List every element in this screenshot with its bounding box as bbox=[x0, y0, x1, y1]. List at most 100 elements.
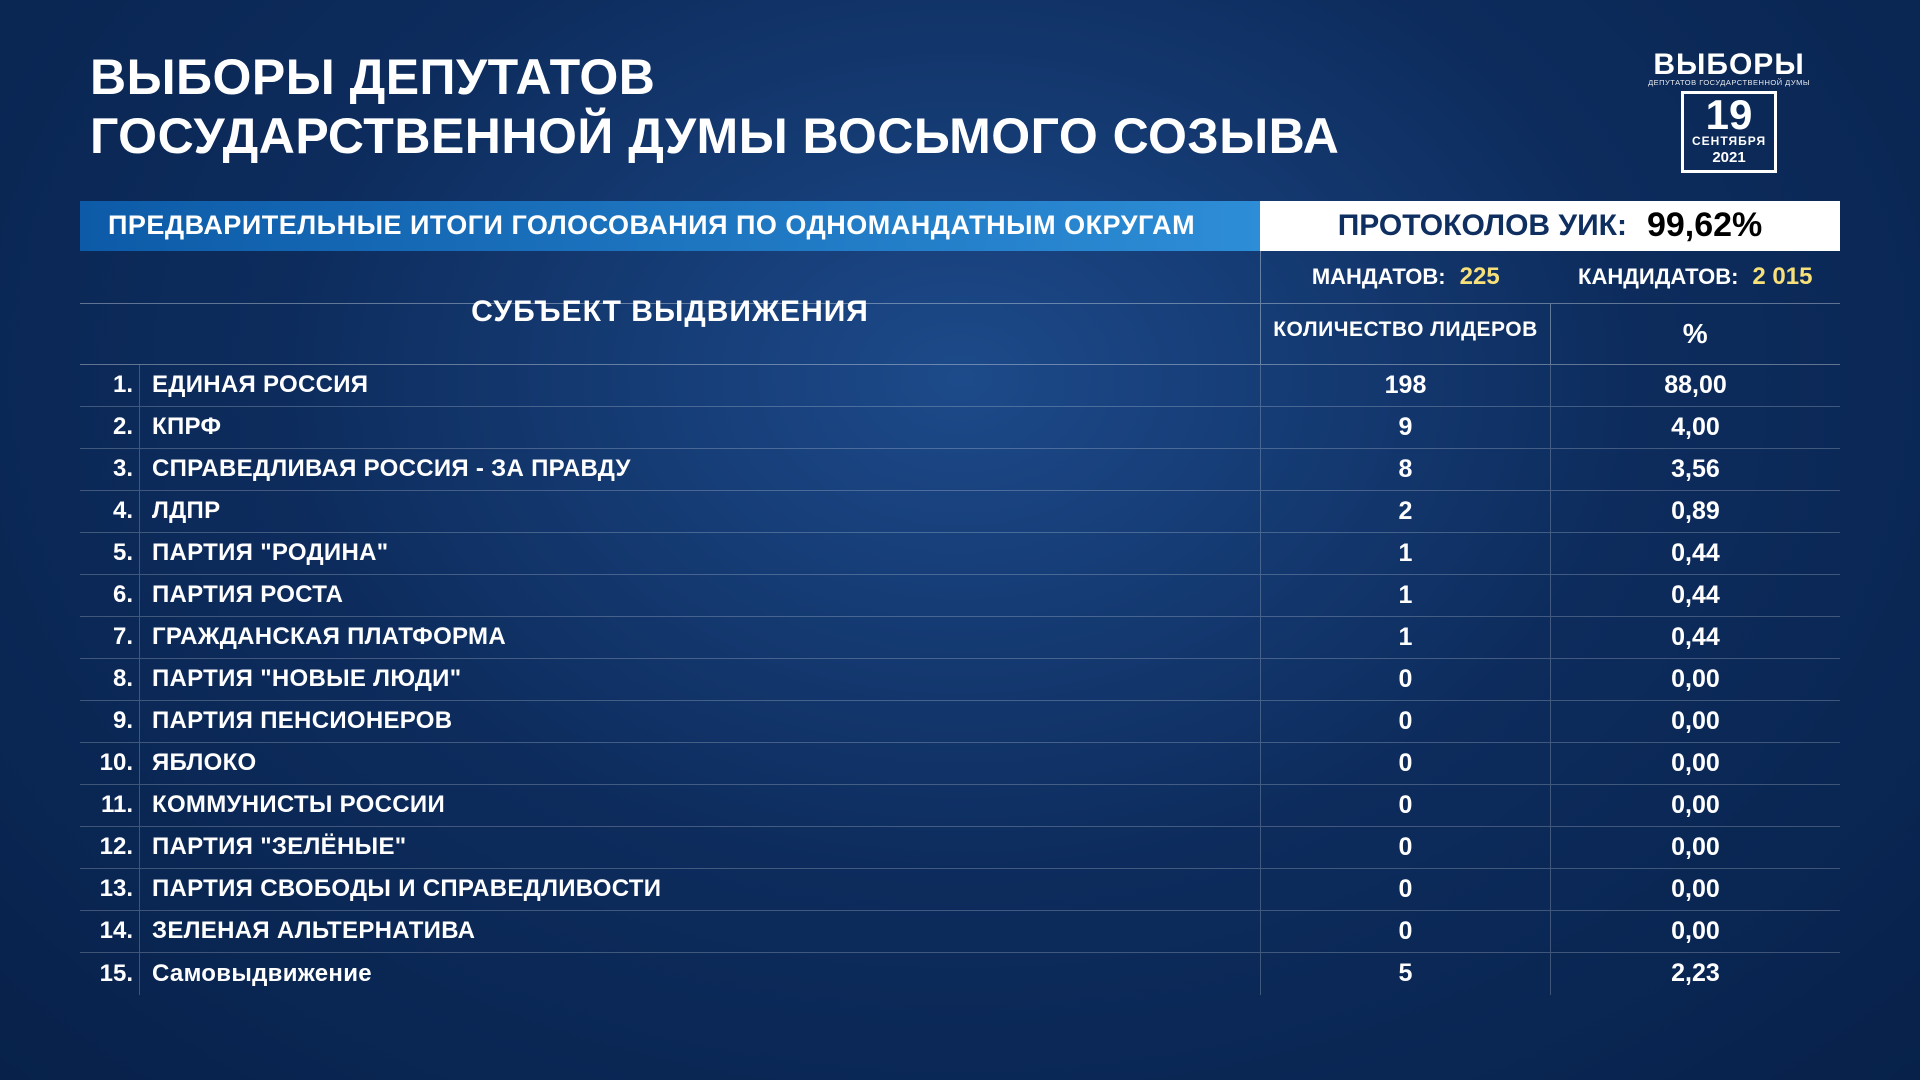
table-row: 11.КОММУНИСТЫ РОССИИ00,00 bbox=[80, 785, 1840, 827]
table-row: 1.ЕДИНАЯ РОССИЯ19888,00 bbox=[80, 365, 1840, 407]
row-number: 14. bbox=[80, 911, 140, 952]
row-party-name: КОММУНИСТЫ РОССИИ bbox=[140, 785, 1260, 826]
mandates-value: 225 bbox=[1460, 263, 1500, 291]
table-row: 6.ПАРТИЯ РОСТА10,44 bbox=[80, 575, 1840, 617]
row-percent: 0,00 bbox=[1550, 911, 1840, 952]
table-row: 5.ПАРТИЯ "РОДИНА"10,44 bbox=[80, 533, 1840, 575]
row-number: 4. bbox=[80, 491, 140, 532]
table-row: 2.КПРФ94,00 bbox=[80, 407, 1840, 449]
row-party-name: ЗЕЛЕНАЯ АЛЬТЕРНАТИВА bbox=[140, 911, 1260, 952]
row-leaders: 0 bbox=[1260, 869, 1550, 910]
table-row: 15.Самовыдвижение52,23 bbox=[80, 953, 1840, 995]
row-percent: 0,89 bbox=[1550, 491, 1840, 532]
row-number: 15. bbox=[80, 953, 140, 995]
row-party-name: КПРФ bbox=[140, 407, 1260, 448]
row-party-name: ПАРТИЯ РОСТА bbox=[140, 575, 1260, 616]
table-row: 14.ЗЕЛЕНАЯ АЛЬТЕРНАТИВА00,00 bbox=[80, 911, 1840, 953]
title-line-1: ВЫБОРЫ ДЕПУТАТОВ bbox=[90, 48, 1339, 107]
row-leaders: 0 bbox=[1260, 785, 1550, 826]
row-leaders: 0 bbox=[1260, 701, 1550, 742]
row-leaders: 198 bbox=[1260, 365, 1550, 406]
logo-year: 2021 bbox=[1692, 149, 1766, 166]
election-logo: ВЫБОРЫ ДЕПУТАТОВ ГОСУДАРСТВЕННОЙ ДУМЫ 19… bbox=[1648, 48, 1810, 173]
col-percent: % bbox=[1551, 304, 1840, 364]
row-leaders: 9 bbox=[1260, 407, 1550, 448]
row-leaders: 8 bbox=[1260, 449, 1550, 490]
row-percent: 0,00 bbox=[1550, 785, 1840, 826]
row-party-name: ПАРТИЯ "ЗЕЛЁНЫЕ" bbox=[140, 827, 1260, 868]
protocols-label: ПРОТОКОЛОВ УИК: bbox=[1338, 209, 1627, 243]
row-party-name: ЛДПР bbox=[140, 491, 1260, 532]
row-number: 9. bbox=[80, 701, 140, 742]
logo-date-box: 19 СЕНТЯБРЯ 2021 bbox=[1681, 91, 1777, 173]
row-percent: 0,00 bbox=[1550, 701, 1840, 742]
row-party-name: Самовыдвижение bbox=[140, 953, 1260, 995]
table-row: 8.ПАРТИЯ "НОВЫЕ ЛЮДИ"00,00 bbox=[80, 659, 1840, 701]
row-percent: 0,00 bbox=[1550, 827, 1840, 868]
table-body: 1.ЕДИНАЯ РОССИЯ19888,002.КПРФ94,003.СПРА… bbox=[80, 365, 1840, 995]
row-number: 6. bbox=[80, 575, 140, 616]
row-percent: 0,44 bbox=[1550, 575, 1840, 616]
row-number: 11. bbox=[80, 785, 140, 826]
protocols-value: 99,62% bbox=[1647, 206, 1762, 245]
protocols-bar: ПРОТОКОЛОВ УИК: 99,62% bbox=[1260, 201, 1840, 251]
row-leaders: 1 bbox=[1260, 617, 1550, 658]
row-number: 10. bbox=[80, 743, 140, 784]
row-party-name: ПАРТИЯ ПЕНСИОНЕРОВ bbox=[140, 701, 1260, 742]
row-percent: 0,00 bbox=[1550, 869, 1840, 910]
table-row: 7.ГРАЖДАНСКАЯ ПЛАТФОРМА10,44 bbox=[80, 617, 1840, 659]
row-leaders: 0 bbox=[1260, 827, 1550, 868]
row-leaders: 0 bbox=[1260, 659, 1550, 700]
col-subject: СУБЪЕКТ ВЫДВИЖЕНИЯ bbox=[80, 282, 1260, 342]
row-percent: 0,44 bbox=[1550, 617, 1840, 658]
row-party-name: ПАРТИЯ "РОДИНА" bbox=[140, 533, 1260, 574]
table-row: 10.ЯБЛОКО00,00 bbox=[80, 743, 1840, 785]
candidates-cell: КАНДИДАТОВ: 2 015 bbox=[1551, 263, 1841, 291]
candidates-value: 2 015 bbox=[1752, 263, 1812, 291]
subtitle-text: ПРЕДВАРИТЕЛЬНЫЕ ИТОГИ ГОЛОСОВАНИЯ ПО ОДН… bbox=[108, 210, 1195, 241]
row-number: 13. bbox=[80, 869, 140, 910]
title-line-2: ГОСУДАРСТВЕННОЙ ДУМЫ ВОСЬМОГО СОЗЫВА bbox=[90, 107, 1339, 166]
mandates-cell: МАНДАТОВ: 225 bbox=[1261, 263, 1551, 291]
header: ВЫБОРЫ ДЕПУТАТОВ ГОСУДАРСТВЕННОЙ ДУМЫ ВО… bbox=[0, 0, 1920, 201]
row-party-name: ПАРТИЯ СВОБОДЫ И СПРАВЕДЛИВОСТИ bbox=[140, 869, 1260, 910]
row-leaders: 2 bbox=[1260, 491, 1550, 532]
col-leaders: КОЛИЧЕСТВО ЛИДЕРОВ bbox=[1261, 304, 1551, 364]
logo-word: ВЫБОРЫ bbox=[1648, 48, 1810, 82]
subtitle-bar: ПРЕДВАРИТЕЛЬНЫЕ ИТОГИ ГОЛОСОВАНИЯ ПО ОДН… bbox=[80, 201, 1260, 251]
row-leaders: 1 bbox=[1260, 533, 1550, 574]
row-leaders: 0 bbox=[1260, 743, 1550, 784]
row-percent: 88,00 bbox=[1550, 365, 1840, 406]
table-row: 9.ПАРТИЯ ПЕНСИОНЕРОВ00,00 bbox=[80, 701, 1840, 743]
row-percent: 0,00 bbox=[1550, 743, 1840, 784]
candidates-label: КАНДИДАТОВ: bbox=[1578, 264, 1738, 290]
row-leaders: 0 bbox=[1260, 911, 1550, 952]
row-party-name: ПАРТИЯ "НОВЫЕ ЛЮДИ" bbox=[140, 659, 1260, 700]
row-number: 7. bbox=[80, 617, 140, 658]
logo-day: 19 bbox=[1692, 96, 1766, 134]
row-number: 8. bbox=[80, 659, 140, 700]
table-row: 12.ПАРТИЯ "ЗЕЛЁНЫЕ"00,00 bbox=[80, 827, 1840, 869]
logo-month: СЕНТЯБРЯ bbox=[1692, 134, 1766, 148]
table-row: 4.ЛДПР20,89 bbox=[80, 491, 1840, 533]
table-row: 3.СПРАВЕДЛИВАЯ РОССИЯ - ЗА ПРАВДУ83,56 bbox=[80, 449, 1840, 491]
row-number: 12. bbox=[80, 827, 140, 868]
page-title: ВЫБОРЫ ДЕПУТАТОВ ГОСУДАРСТВЕННОЙ ДУМЫ ВО… bbox=[90, 48, 1339, 166]
row-number: 5. bbox=[80, 533, 140, 574]
row-percent: 3,56 bbox=[1550, 449, 1840, 490]
row-number: 3. bbox=[80, 449, 140, 490]
row-percent: 2,23 bbox=[1550, 953, 1840, 995]
row-party-name: ЕДИНАЯ РОССИЯ bbox=[140, 365, 1260, 406]
row-leaders: 1 bbox=[1260, 575, 1550, 616]
row-percent: 4,00 bbox=[1550, 407, 1840, 448]
info-bar: ПРЕДВАРИТЕЛЬНЫЕ ИТОГИ ГОЛОСОВАНИЯ ПО ОДН… bbox=[80, 201, 1840, 251]
row-percent: 0,44 bbox=[1550, 533, 1840, 574]
row-party-name: ГРАЖДАНСКАЯ ПЛАТФОРМА bbox=[140, 617, 1260, 658]
row-percent: 0,00 bbox=[1550, 659, 1840, 700]
table-row: 13.ПАРТИЯ СВОБОДЫ И СПРАВЕДЛИВОСТИ00,00 bbox=[80, 869, 1840, 911]
row-party-name: СПРАВЕДЛИВАЯ РОССИЯ - ЗА ПРАВДУ bbox=[140, 449, 1260, 490]
row-party-name: ЯБЛОКО bbox=[140, 743, 1260, 784]
row-number: 1. bbox=[80, 365, 140, 406]
mandates-label: МАНДАТОВ: bbox=[1312, 264, 1446, 290]
row-number: 2. bbox=[80, 407, 140, 448]
